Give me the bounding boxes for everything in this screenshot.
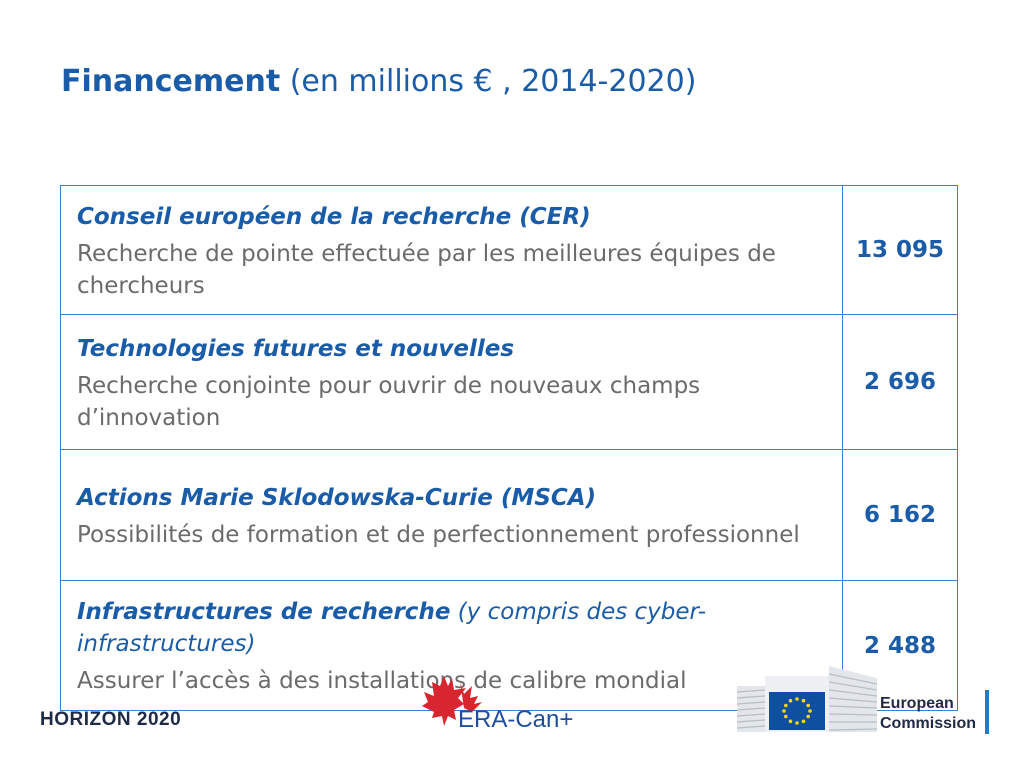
funding-amount: 2 488: [842, 580, 958, 711]
program-description: Recherche conjointe pour ouvrir de nouve…: [77, 372, 701, 431]
maple-leaf-icon: [422, 676, 482, 726]
page-title: Financement (en millions € , 2014-2020): [61, 64, 696, 99]
horizon-2020-logo: HORIZON 2020: [40, 709, 182, 730]
funding-amount: 6 162: [842, 449, 958, 581]
commission-accent-bar: [985, 690, 989, 734]
program-name: Technologies futures et nouvelles: [77, 335, 515, 362]
title-main: Financement: [61, 64, 281, 99]
funding-table: Conseil européen de la recherche (CER) R…: [60, 185, 958, 711]
program-description: Possibilités de formation et de perfecti…: [77, 521, 800, 548]
eu-flag-icon: [737, 666, 877, 732]
funding-amount: 2 696: [842, 314, 958, 450]
program-name: Infrastructures de recherche (y compris …: [77, 599, 707, 657]
program-name: Actions Marie Sklodowska-Curie (MSCA): [77, 484, 597, 511]
program-description: Assurer l’accès à des installations de c…: [77, 668, 687, 694]
title-subtitle: (en millions € , 2014-2020): [280, 64, 697, 99]
program-cell: Conseil européen de la recherche (CER) R…: [60, 185, 843, 315]
era-can-label: ERA-Can+: [458, 706, 574, 733]
program-cell: Actions Marie Sklodowska-Curie (MSCA) Po…: [60, 449, 843, 581]
table-row: Actions Marie Sklodowska-Curie (MSCA) Po…: [60, 449, 958, 581]
program-cell: Technologies futures et nouvelles Recher…: [60, 314, 843, 450]
program-name: Conseil européen de la recherche (CER): [77, 203, 591, 230]
table-row: Conseil européen de la recherche (CER) R…: [60, 185, 958, 315]
program-description: Recherche de pointe effectuée par les me…: [77, 240, 776, 299]
european-commission-logo: European Commission: [880, 695, 977, 732]
table-row: Technologies futures et nouvelles Recher…: [60, 314, 958, 450]
funding-amount: 13 095: [842, 185, 958, 315]
